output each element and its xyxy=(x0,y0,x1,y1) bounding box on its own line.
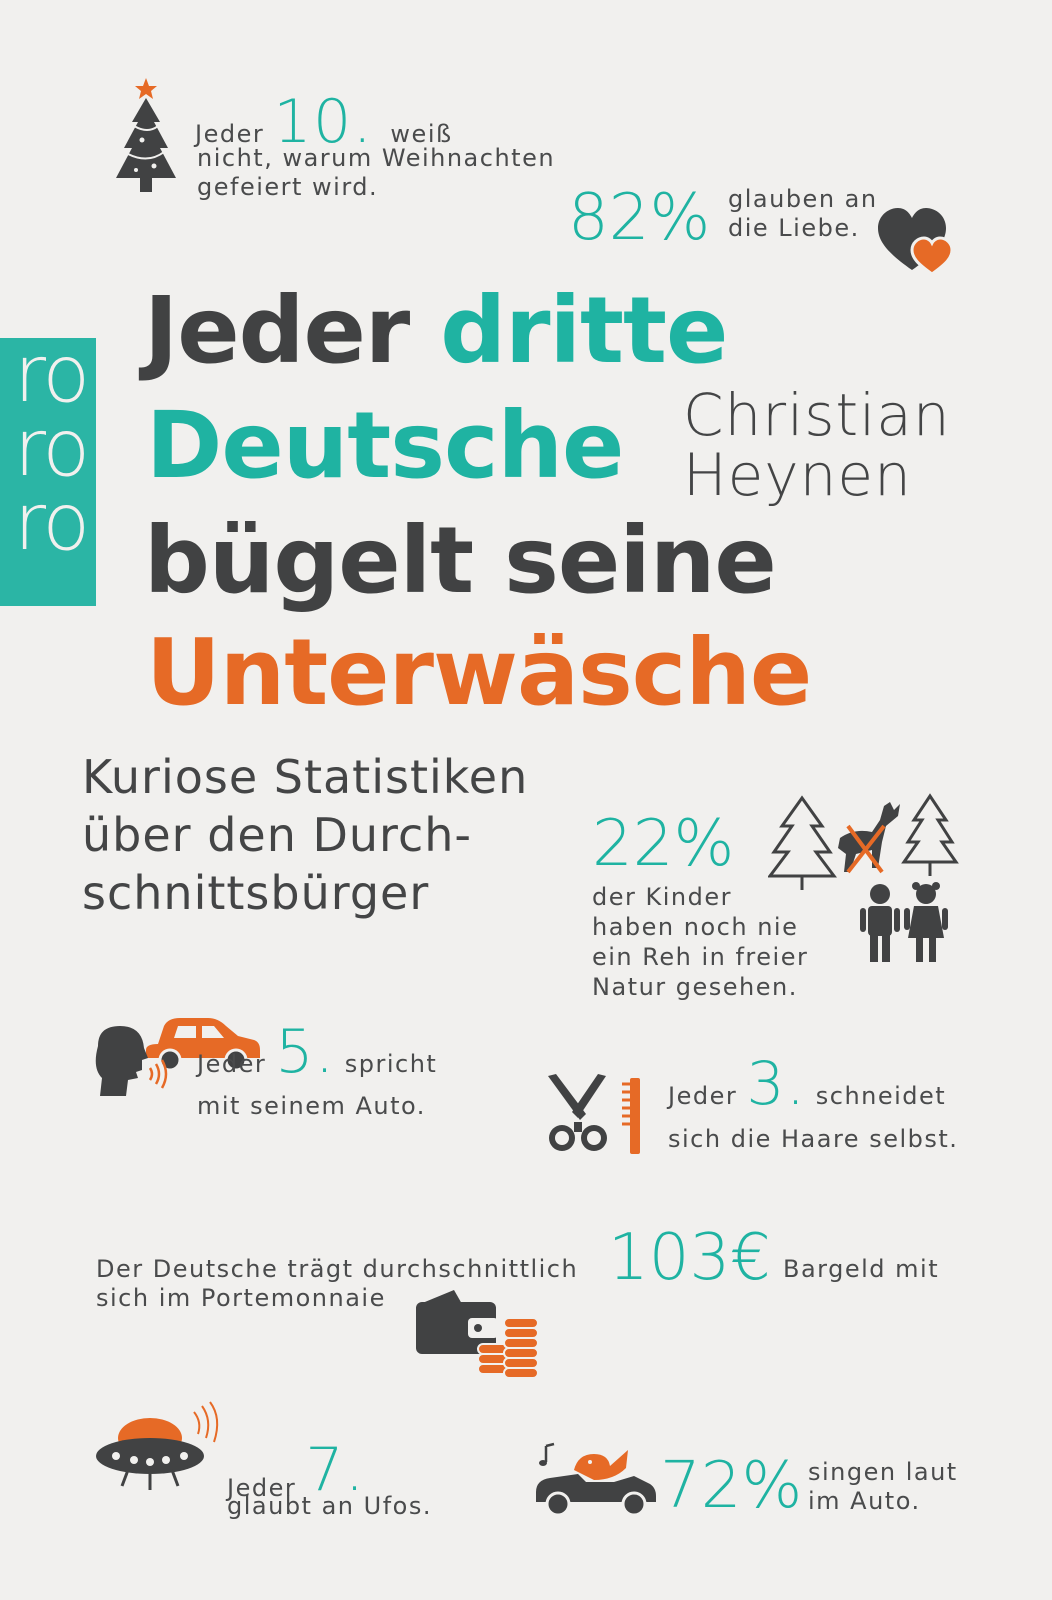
stat-car-talk-number: 5. xyxy=(275,1017,336,1087)
scissors-comb-icon xyxy=(544,1074,648,1158)
title-line-3: bügelt seine xyxy=(144,507,777,614)
stat-car-talk-post: spricht xyxy=(344,1050,438,1078)
subtitle-line-3: schnittsbürger xyxy=(82,866,430,920)
stat-ufo-line2: glaubt an Ufos. xyxy=(227,1492,432,1520)
children-icon xyxy=(858,882,950,968)
title-line-1: Jeder dritte xyxy=(144,285,728,377)
stat-ufo-pre: Jeder xyxy=(227,1474,297,1502)
stat-christmas-line3: gefeiert wird. xyxy=(197,173,379,201)
stat-deer-number: 22% xyxy=(592,807,735,881)
stat-deer-line-3: ein Reh in freier xyxy=(592,943,809,971)
stat-christmas-pre: Jeder xyxy=(195,120,265,148)
subtitle: Kuriose Statistiken über den Durch- schn… xyxy=(82,748,528,922)
stat-christmas-number: 10. xyxy=(273,87,374,157)
title-line-4: Unterwäsche xyxy=(146,619,812,726)
christmas-tree-icon xyxy=(108,74,184,202)
stat-cash-line2: sich im Portemonnaie xyxy=(96,1284,386,1312)
author: Christian Heynen xyxy=(683,385,951,505)
stat-car-talk: Jeder 5. spricht xyxy=(197,1022,437,1082)
stat-haircut-post: schneidet xyxy=(815,1082,947,1110)
title-dritte: dritte xyxy=(440,277,728,384)
stat-haircut-number: 3. xyxy=(746,1049,807,1119)
stat-deer-line-1: der Kinder xyxy=(592,883,732,911)
stat-car-talk-line2: mit seinem Auto. xyxy=(197,1092,426,1120)
stat-ufo: Jeder 7. xyxy=(227,1440,366,1506)
talking-car-icon xyxy=(88,1004,264,1108)
hearts-icon xyxy=(876,206,960,282)
author-last-name: Heynen xyxy=(683,441,912,509)
stat-cash-number: 103€ xyxy=(608,1221,771,1295)
author-first-name: Christian xyxy=(683,381,951,449)
publisher-logo: ro ro ro xyxy=(0,338,96,606)
logo-ro-2: ro xyxy=(14,404,90,494)
stat-cash-post: Bargeld mit xyxy=(783,1255,940,1283)
stat-singing-line1: singen laut xyxy=(808,1458,958,1486)
stat-haircut: Jeder 3. schneidet xyxy=(668,1054,946,1114)
stat-christmas-post: weiß xyxy=(390,120,453,148)
deer-forest-icon xyxy=(767,792,968,896)
stat-deer-text: der Kinder haben noch nie ein Reh in fre… xyxy=(592,882,808,1002)
ufo-icon xyxy=(94,1400,226,1500)
stat-singing-number: 72% xyxy=(660,1449,803,1523)
stat-haircut-line2: sich die Haare selbst. xyxy=(668,1125,959,1153)
wallet-coins-icon xyxy=(414,1284,539,1388)
logo-ro-1: ro xyxy=(14,338,90,420)
stat-haircut-pre: Jeder xyxy=(668,1082,738,1110)
subtitle-line-2: über den Durch- xyxy=(82,808,472,862)
stat-love-line2: die Liebe. xyxy=(728,214,860,242)
logo-ro-3: ro xyxy=(14,478,90,568)
stat-love-number: 82% xyxy=(568,181,711,255)
stat-love-line1: glauben an xyxy=(728,185,878,213)
stat-car-talk-pre: Jeder xyxy=(197,1050,267,1078)
stat-christmas: Jeder 10. weiß xyxy=(195,92,453,152)
singing-car-icon xyxy=(534,1440,658,1524)
stat-deer-line-2: haben noch nie xyxy=(592,913,799,941)
stat-christmas-line2: nicht, warum Weihnachten xyxy=(197,144,556,172)
subtitle-line-1: Kuriose Statistiken xyxy=(82,750,529,804)
title-line-2: Deutsche xyxy=(146,392,624,499)
title-jeder: Jeder xyxy=(144,277,410,384)
stat-ufo-number: 7. xyxy=(305,1435,366,1505)
stat-deer-line-4: Natur gesehen. xyxy=(592,973,798,1001)
stat-singing-line2: im Auto. xyxy=(808,1487,921,1515)
stat-cash-pre: Der Deutsche trägt durchschnittlich xyxy=(96,1255,579,1283)
